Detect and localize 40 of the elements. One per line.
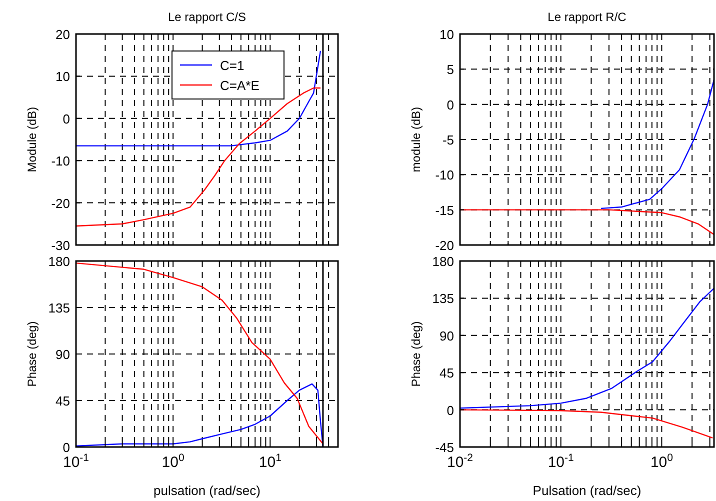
chart-title: Le rapport R/C <box>548 10 627 24</box>
y-tick-label: 135 <box>48 300 70 316</box>
y-tick-label: 90 <box>56 347 70 362</box>
y-tick-label: 20 <box>56 27 70 42</box>
y-axis-title: Phase (deg) <box>25 321 39 387</box>
y-tick-label: 5 <box>446 62 454 78</box>
y-tick-label: 0 <box>446 97 454 112</box>
x-tick-label: 10$^{-1}$ <box>548 452 574 471</box>
y-tick-label: 135 <box>432 291 454 306</box>
y-tick-label: -20 <box>51 196 70 211</box>
x-tick-label: 10$^{1}$ <box>258 452 282 471</box>
y-tick-label: 90 <box>440 328 454 344</box>
y-axis-title: Phase (deg) <box>409 321 423 387</box>
y-tick-label: 0 <box>446 402 454 418</box>
y-tick-label: 0 <box>62 440 70 455</box>
y-tick-label: -10 <box>51 154 70 169</box>
x-tick-label: 10$^{0}$ <box>650 452 674 471</box>
x-axis-title: pulsation (rad/sec) <box>154 483 260 498</box>
x-tick-label: 10$^{-2}$ <box>446 452 474 471</box>
x-axis-title: Pulsation (rad/sec) <box>532 483 642 498</box>
y-tick-label: -20 <box>435 238 454 253</box>
y-tick-label: -15 <box>435 202 454 218</box>
x-tick-label: 10$^{0}$ <box>162 452 184 471</box>
x-tick-label: 10$^{-1}$ <box>62 452 90 471</box>
legend-label: C=1 <box>220 58 244 73</box>
y-tick-label: -30 <box>51 238 70 253</box>
y-tick-label: 10 <box>56 69 70 84</box>
y-tick-label: -5 <box>442 132 454 148</box>
chart-title: Le rapport C/S <box>168 10 246 24</box>
y-axis-title: Module (dB) <box>25 106 39 172</box>
y-tick-label: 180 <box>432 254 454 269</box>
y-tick-label: 45 <box>56 394 70 408</box>
y-tick-label: 0 <box>62 111 70 126</box>
y-tick-label: 45 <box>440 366 454 381</box>
y-tick-label: 10 <box>440 27 454 42</box>
y-tick-label: -45 <box>435 440 454 455</box>
y-tick-label: 180 <box>48 254 70 269</box>
y-tick-label: -10 <box>435 168 454 183</box>
legend-label: C=A*E <box>220 78 260 93</box>
y-axis-title: module (dB) <box>409 106 423 172</box>
